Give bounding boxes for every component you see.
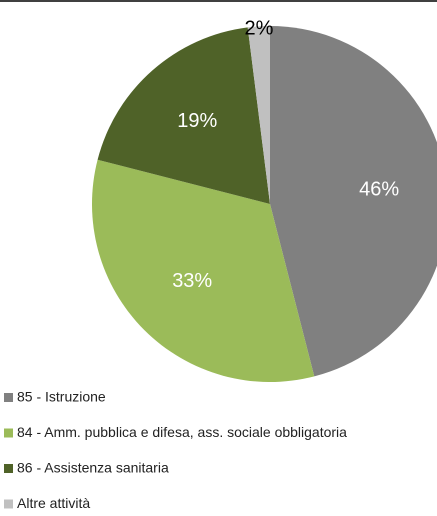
legend-label: 86 - Assistenza sanitaria [17, 460, 169, 476]
pie-slice [270, 26, 437, 377]
legend-label: Altre attività [17, 495, 90, 511]
data-label: 46% [359, 178, 399, 200]
pie-slice [97, 27, 270, 205]
pie-slice [91, 159, 315, 382]
data-label: 19% [177, 110, 217, 132]
pie-slice [247, 26, 270, 204]
legend-swatch [4, 393, 13, 402]
legend-swatch [4, 428, 13, 438]
legend-swatch [4, 499, 13, 509]
legend-label: 84 - Amm. pubblica e difesa, ass. social… [17, 424, 347, 440]
data-label: 33% [172, 270, 212, 292]
legend-swatch [4, 464, 13, 473]
data-label: 2% [245, 18, 274, 40]
legend-label: 85 - Istruzione [17, 389, 106, 405]
